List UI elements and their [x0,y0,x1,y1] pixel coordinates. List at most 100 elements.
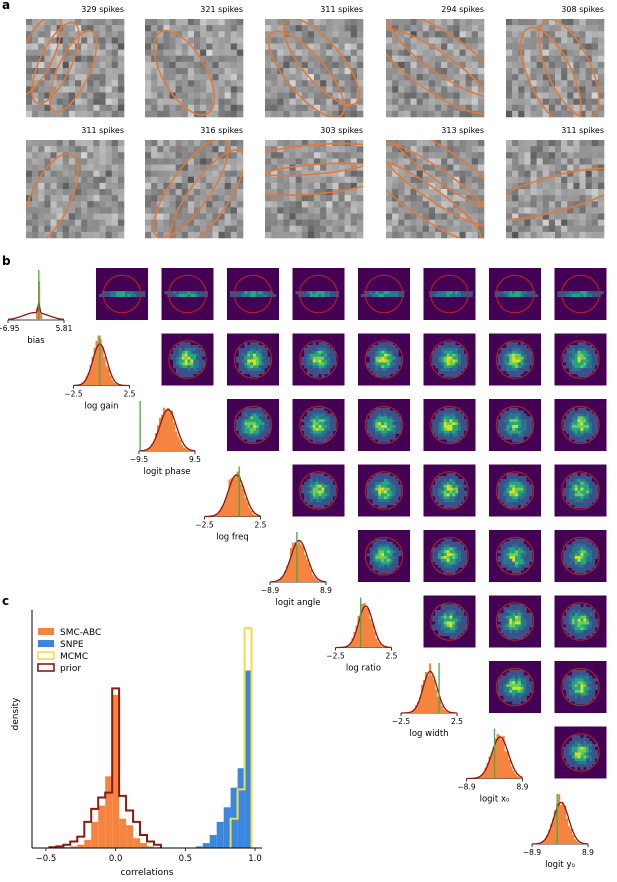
heatmap-cell [193,345,197,349]
heatmap-cell [110,294,114,298]
heatmap-cell [503,410,507,414]
noise-pixel [206,164,213,171]
heatmap-cell [250,365,254,369]
heatmap-cell [175,368,180,372]
heatmap-cell [301,487,305,491]
heatmap-cell [580,350,584,354]
noise-pixel [236,225,244,233]
noise-pixel [194,68,201,75]
noise-pixel [105,207,113,214]
heatmap-cell [389,359,393,363]
heatmap-cell [577,481,581,485]
noise-pixel [206,92,213,99]
noise-pixel [68,86,76,93]
noise-pixel [524,98,531,106]
heatmap-cell [318,362,322,366]
heatmap-cell [306,502,311,506]
noise-pixel [506,92,513,99]
noise-pixel [145,43,152,50]
noise-pixel [416,43,424,50]
heatmap-cell [127,294,131,298]
noise-pixel [230,182,238,190]
noise-pixel [111,201,119,208]
heatmap-cell [386,294,390,298]
noise-pixel [151,164,158,171]
heatmap-cell [571,291,575,295]
heatmap-cell [500,368,504,372]
heatmap-cell [435,422,439,426]
heatmap-cell [312,436,316,440]
heatmap-cell [327,359,331,363]
heatmap-cell [369,350,373,354]
noise-pixel [218,176,225,184]
noise-pixel [169,98,176,106]
heatmap-cell [389,484,393,488]
noise-pixel [105,182,113,190]
heatmap-cell [321,345,325,349]
heatmap-cell [306,294,311,298]
heatmap-cell [384,353,388,357]
heatmap-cell [318,422,322,426]
heatmap-cell [306,368,311,372]
noise-pixel [307,31,315,38]
noise-pixel [356,49,364,57]
heatmap-cell [306,484,311,488]
heatmap-cell [244,425,248,429]
heatmap-cell [506,347,510,352]
heatmap-cell [378,365,382,369]
noise-pixel [350,110,358,118]
heatmap-cell [509,496,513,500]
noise-pixel [277,37,284,44]
noise-pixel [157,164,164,171]
heatmap-cell [571,422,575,426]
heatmap-cell [241,350,245,354]
noise-pixel [157,182,164,190]
noise-pixel [99,68,106,75]
heatmap-cell [443,487,447,491]
heatmap-cell [435,499,439,503]
noise-pixel [145,189,152,196]
heatmap-cell [318,473,322,477]
heatmap-cell [261,359,265,363]
noise-pixel [536,74,544,81]
heatmap-cell [437,362,442,366]
noise-pixel [44,231,51,239]
heatmap-cell [592,350,596,354]
noise-pixel [26,86,33,93]
heatmap-cell [190,356,194,360]
noise-pixel [218,231,225,239]
heatmap-cell [503,490,507,494]
tick-label: 2.5 [255,521,267,530]
heatmap-cell [398,362,402,366]
noise-pixel [301,80,309,87]
noise-pixel [350,92,358,99]
noise-pixel [236,68,244,75]
noise-pixel [350,55,358,63]
heatmap-cell [253,353,257,357]
noise-pixel [567,61,574,69]
heatmap-cell [330,294,334,298]
heatmap-cell [306,419,311,423]
heatmap-cell [193,347,197,352]
heatmap-cell [309,347,313,352]
heatmap-cell [443,350,447,354]
heatmap-cell [583,439,587,443]
heatmap-cell [583,371,587,375]
noise-pixel [175,49,183,57]
heatmap-cell [520,345,524,349]
noise-pixel [157,80,164,87]
noise-pixel [44,170,51,178]
heatmap-cell [523,499,527,503]
heatmap-cell [497,490,501,494]
noise-pixel [50,37,57,44]
heatmap-cell [315,499,319,503]
noise-pixel [236,31,244,38]
heatmap-cell [184,294,188,298]
heatmap-cell [250,436,254,440]
noise-pixel [169,110,176,118]
noise-pixel [163,86,170,93]
noise-pixel [181,170,189,178]
heatmap-cell [378,353,382,357]
heatmap-cell [241,430,245,434]
heatmap-cell [583,342,587,346]
